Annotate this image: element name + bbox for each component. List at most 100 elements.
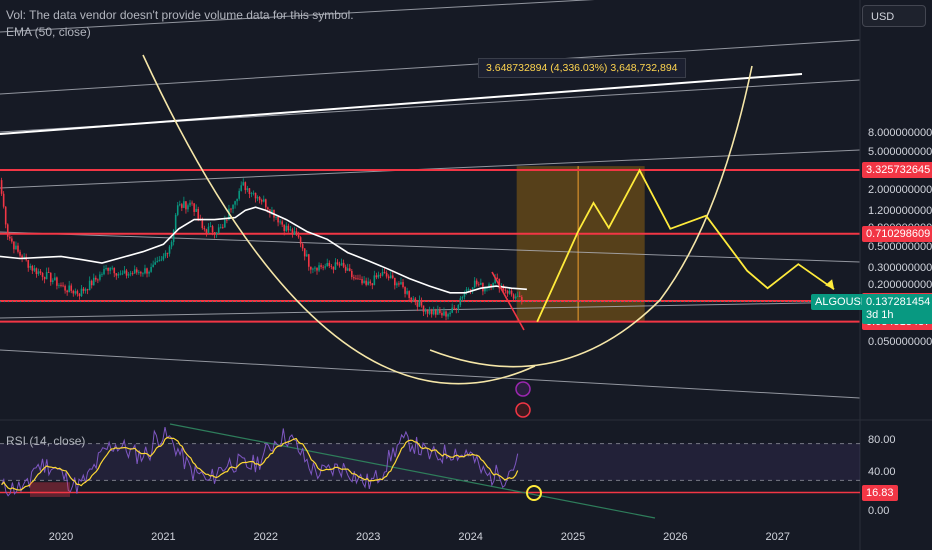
candle-body — [127, 274, 130, 276]
candle-body — [355, 278, 357, 280]
candle-body — [174, 214, 177, 230]
candle-body — [72, 290, 75, 294]
candle-body — [289, 229, 292, 231]
rsi-tick: 80.00 — [868, 434, 896, 446]
candle-body — [486, 287, 488, 289]
candle-body — [84, 289, 87, 291]
rsi-oversold-fill — [30, 482, 70, 497]
trend-line — [0, 73, 803, 135]
candle-body — [480, 282, 482, 285]
candle-body — [58, 285, 60, 286]
candle-body — [320, 265, 322, 267]
currency-button[interactable]: USD — [862, 5, 926, 27]
candle-body — [389, 275, 392, 279]
candle-body — [146, 268, 148, 274]
candle-body — [201, 220, 204, 229]
candle-body — [492, 283, 494, 286]
rsi-marker — [526, 485, 542, 501]
candle-body — [430, 309, 433, 315]
candle-body — [197, 209, 200, 219]
cup-curve-right — [429, 65, 753, 368]
candle-body — [49, 272, 52, 282]
candle-body — [131, 273, 134, 275]
channel-line — [0, 349, 861, 399]
price-tick: 0.200000000 — [868, 279, 932, 292]
candle-body — [88, 280, 91, 291]
rsi-tick: 0.00 — [868, 505, 890, 517]
flag-icon — [515, 402, 531, 418]
candle-body — [336, 262, 339, 265]
candle-body — [490, 284, 492, 286]
candle-body — [504, 289, 507, 291]
candle-body — [375, 275, 378, 278]
candle-body — [119, 273, 122, 275]
candle-body — [254, 192, 257, 199]
candle-body — [305, 254, 308, 257]
candle-body — [371, 283, 374, 286]
rsi-legend[interactable]: RSI (14, close) — [6, 434, 86, 448]
candle-body — [142, 273, 144, 275]
candle-body — [316, 267, 318, 271]
candle-body — [117, 274, 120, 276]
candle-body — [234, 201, 236, 205]
candle-body — [109, 267, 111, 271]
candle-body — [299, 237, 302, 245]
candle-body — [340, 262, 343, 266]
candle-body — [193, 203, 195, 212]
down-arrow — [491, 271, 525, 331]
price-tick: 2.000000000 — [868, 183, 932, 196]
candle-body — [215, 232, 218, 235]
candle-body — [328, 262, 331, 267]
candle-body — [13, 241, 15, 250]
candle-body — [62, 285, 64, 287]
candle-body — [291, 229, 294, 235]
candle-body — [80, 288, 83, 297]
candle-body — [416, 302, 419, 307]
candle-body — [29, 265, 32, 268]
time-tick: 2025 — [560, 531, 586, 543]
time-tick: 2024 — [458, 531, 483, 543]
candle-body — [447, 314, 449, 317]
time-tick: 2023 — [355, 531, 381, 543]
candle-body — [256, 197, 259, 199]
volume-note: Vol: The data vendor doesn't provide vol… — [6, 8, 354, 22]
candle-body — [469, 289, 472, 290]
candle-body — [445, 311, 447, 317]
price-tick: 5.000000000 — [868, 146, 932, 159]
candle-body — [148, 271, 150, 274]
candle-body — [453, 307, 456, 309]
candle-body — [115, 273, 118, 276]
candle-body — [308, 254, 310, 267]
level-price-tag: 0.710298609 — [862, 225, 932, 242]
candle-body — [463, 292, 466, 297]
candle-body — [2, 193, 5, 207]
candle-body — [154, 262, 157, 265]
candle-body — [170, 242, 173, 247]
candle-body — [396, 283, 398, 286]
candle-body — [248, 188, 251, 194]
rsi-tick: 40.00 — [868, 466, 896, 478]
candle-body — [162, 256, 165, 260]
candle-body — [123, 270, 126, 274]
price-tick: 0.500000000 — [868, 241, 932, 254]
candle-body — [422, 305, 425, 312]
candle-body — [144, 268, 146, 274]
candle-body — [398, 283, 400, 285]
candle-body — [314, 267, 316, 269]
candle-body — [178, 204, 181, 206]
candle-body — [473, 280, 476, 288]
price-tick: 1.200000000 — [868, 205, 932, 218]
candle-body — [211, 226, 214, 233]
candle-body — [338, 264, 341, 266]
candle-body — [387, 276, 390, 279]
ema-legend[interactable]: EMA (50, close) — [6, 25, 91, 39]
candle-body — [465, 289, 468, 293]
candle-body — [381, 272, 384, 276]
time-tick: 2026 — [663, 531, 688, 543]
candle-body — [451, 307, 453, 313]
candle-body — [488, 284, 490, 288]
candle-body — [391, 275, 394, 278]
candle-body — [326, 262, 329, 267]
candle-body — [107, 267, 109, 271]
